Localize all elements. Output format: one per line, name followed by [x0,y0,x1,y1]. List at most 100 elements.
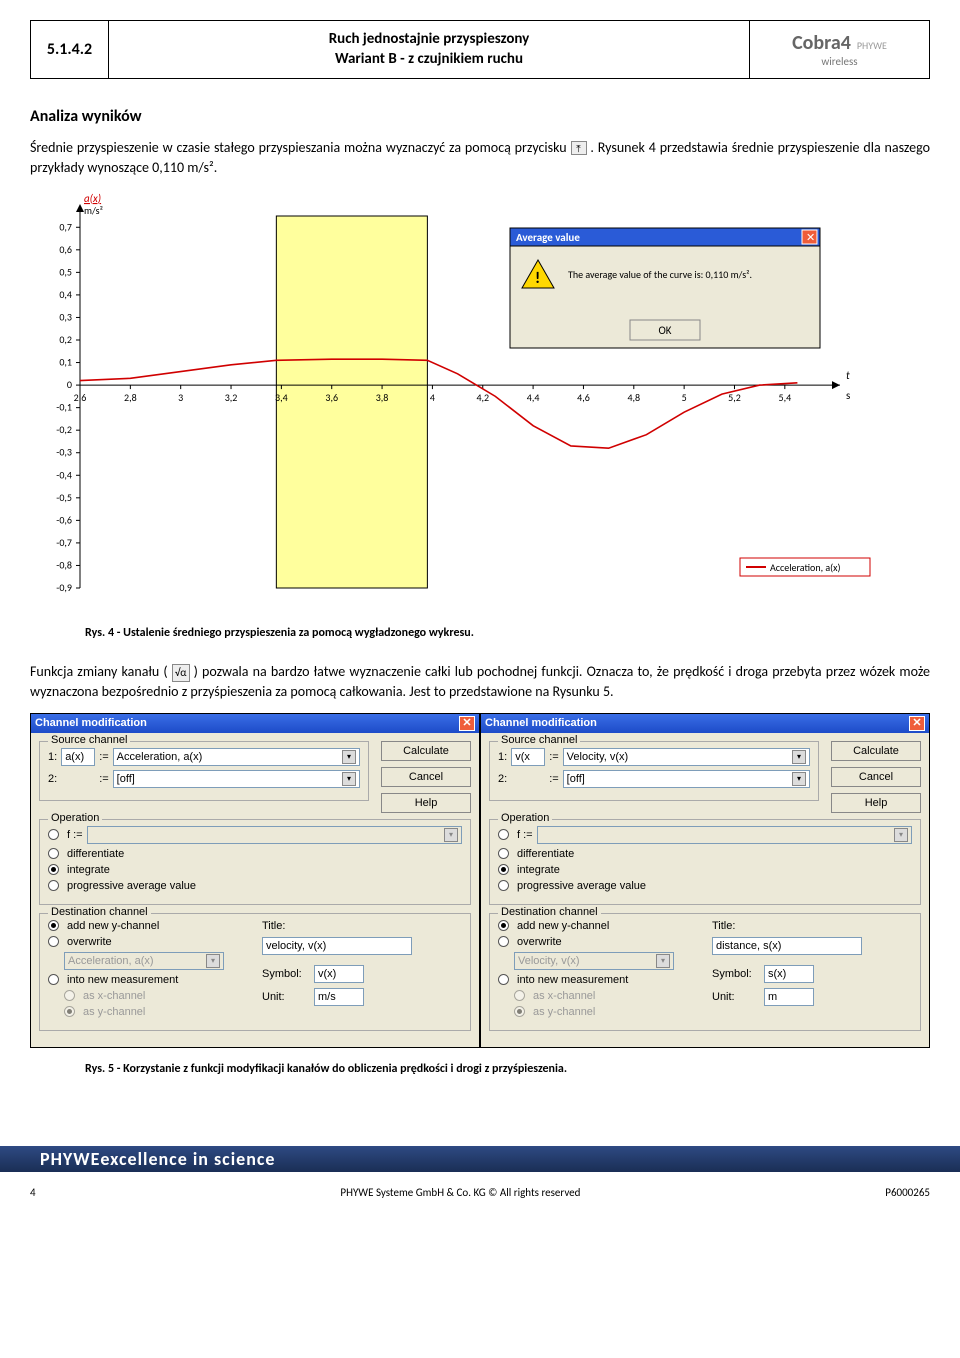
op-int-radio[interactable] [498,864,509,875]
op-int-radio[interactable] [48,864,59,875]
symbol-input[interactable] [764,965,814,983]
src2-label: 2: [498,773,507,785]
titlebar-left: Channel modification ✕ [31,714,479,733]
calculate-button[interactable]: Calculate [381,741,471,761]
op-f-radio[interactable] [48,829,59,840]
dest-into: into new measurement [517,974,628,986]
dest-into-radio[interactable] [48,974,59,985]
dest-over: overwrite [67,936,112,948]
src1-dropdown[interactable]: Velocity, v(x)▾ [563,748,810,766]
logo-cobra: Cobra [792,31,841,55]
op-f: f := [67,829,83,841]
cancel-button[interactable]: Cancel [381,767,471,787]
src2-label: 2: [48,773,57,785]
dest-over-radio[interactable] [48,936,59,947]
footer-bar: PHYWE excellence in science [0,1146,960,1172]
op-avg: progressive average value [517,880,646,892]
operation-group: Operation f := ▾ differentiate integrate… [39,819,471,905]
dest-into-radio[interactable] [498,974,509,985]
symbol-lbl: Symbol: [262,968,306,980]
unit-lbl: Unit: [712,991,756,1003]
op-diff-radio[interactable] [498,848,509,859]
dest-asx-radio [64,990,75,1001]
para2a: Funkcja zmiany kanału ( [30,663,168,680]
source-legend: Source channel [48,734,130,746]
dest-over: overwrite [517,936,562,948]
close-icon[interactable]: ✕ [909,716,925,731]
dest-into: into new measurement [67,974,178,986]
svg-text:4,2: 4,2 [476,391,489,404]
svg-text:0,3: 0,3 [59,311,72,324]
svg-text:4,8: 4,8 [627,391,640,404]
src1-val: Velocity, v(x) [567,751,629,763]
src1-dropdown[interactable]: Acceleration, a(x)▾ [113,748,360,766]
svg-text:0: 0 [67,378,72,391]
svg-text:Acceleration, a(x): Acceleration, a(x) [770,561,841,574]
dlg-title: Channel modification [35,717,147,729]
assign-1: := [99,751,108,763]
op-diff: differentiate [67,848,124,860]
op-f-radio[interactable] [498,829,509,840]
dest-add-radio[interactable] [48,920,59,931]
dest-add-radio[interactable] [498,920,509,931]
svg-text:5,4: 5,4 [779,391,792,404]
op-f-dd: ▾ [537,826,912,844]
chevron-down-icon: ▾ [342,772,356,786]
src2-dropdown[interactable]: [off]▾ [113,770,360,788]
unit-input[interactable] [764,988,814,1006]
dest-over-radio[interactable] [498,936,509,947]
analysis-section: Analiza wyników Średnie przyspieszenie w… [30,107,930,641]
svg-text:3,8: 3,8 [376,391,389,404]
svg-text:!: ! [535,269,540,288]
src1-label: 1: [48,751,57,763]
svg-text:0,4: 0,4 [59,288,72,301]
help-button[interactable]: Help [831,793,921,813]
cancel-button[interactable]: Cancel [831,767,921,787]
op-int: integrate [67,864,110,876]
section-number: 5.1.4.2 [31,21,109,78]
svg-text:3,6: 3,6 [325,391,338,404]
op-diff-radio[interactable] [48,848,59,859]
svg-text:0,7: 0,7 [59,220,72,233]
destination-group: Destination channel add new y-channel ov… [489,913,921,1031]
svg-text:m/s²: m/s² [84,204,103,217]
help-button[interactable]: Help [381,793,471,813]
svg-text:-0,2: -0,2 [56,423,72,436]
svg-text:4: 4 [430,391,435,404]
src1-val: Acceleration, a(x) [117,751,203,763]
calculate-button[interactable]: Calculate [831,741,921,761]
chevron-down-icon: ▾ [656,954,670,968]
src2-dropdown[interactable]: [off] ▾ [563,770,810,788]
chevron-down-icon: ▾ [792,772,806,786]
dlg-title: Channel modification [485,717,597,729]
dest-add: add new y-channel [67,920,159,932]
op-avg-radio[interactable] [48,880,59,891]
assign-1: := [549,751,558,763]
svg-text:-0,1: -0,1 [56,401,72,414]
svg-text:s: s [846,389,850,402]
op-f: f := [517,829,533,841]
src1-var[interactable] [61,748,95,766]
src2-val: [off] [567,773,585,785]
op-f-dd: ▾ [87,826,462,844]
op-avg-radio[interactable] [498,880,509,891]
dest-asx-radio [514,990,525,1001]
dest-asy: as y-channel [533,1006,595,1018]
channel-mod-dialogs: Channel modification ✕ Source channel 1:… [30,713,930,1048]
symbol-input[interactable] [314,965,364,983]
svg-text:0,6: 0,6 [59,243,72,256]
svg-text:0,2: 0,2 [59,333,72,346]
svg-text:OK: OK [659,324,672,337]
unit-input[interactable] [314,988,364,1006]
title-line1: Ruch jednostajnie przyspieszony [117,29,741,49]
title-input[interactable] [262,937,412,955]
src1-var[interactable] [511,748,545,766]
svg-text:-0,9: -0,9 [56,581,72,594]
destination-legend: Destination channel [498,906,601,918]
svg-text:5,2: 5,2 [728,391,741,404]
close-icon[interactable]: ✕ [459,716,475,731]
dest-asy-radio [64,1006,75,1017]
header-title: Ruch jednostajnie przyspieszony Wariant … [109,21,749,78]
title-input[interactable] [712,937,862,955]
footer-tagline: excellence in science [100,1148,275,1170]
